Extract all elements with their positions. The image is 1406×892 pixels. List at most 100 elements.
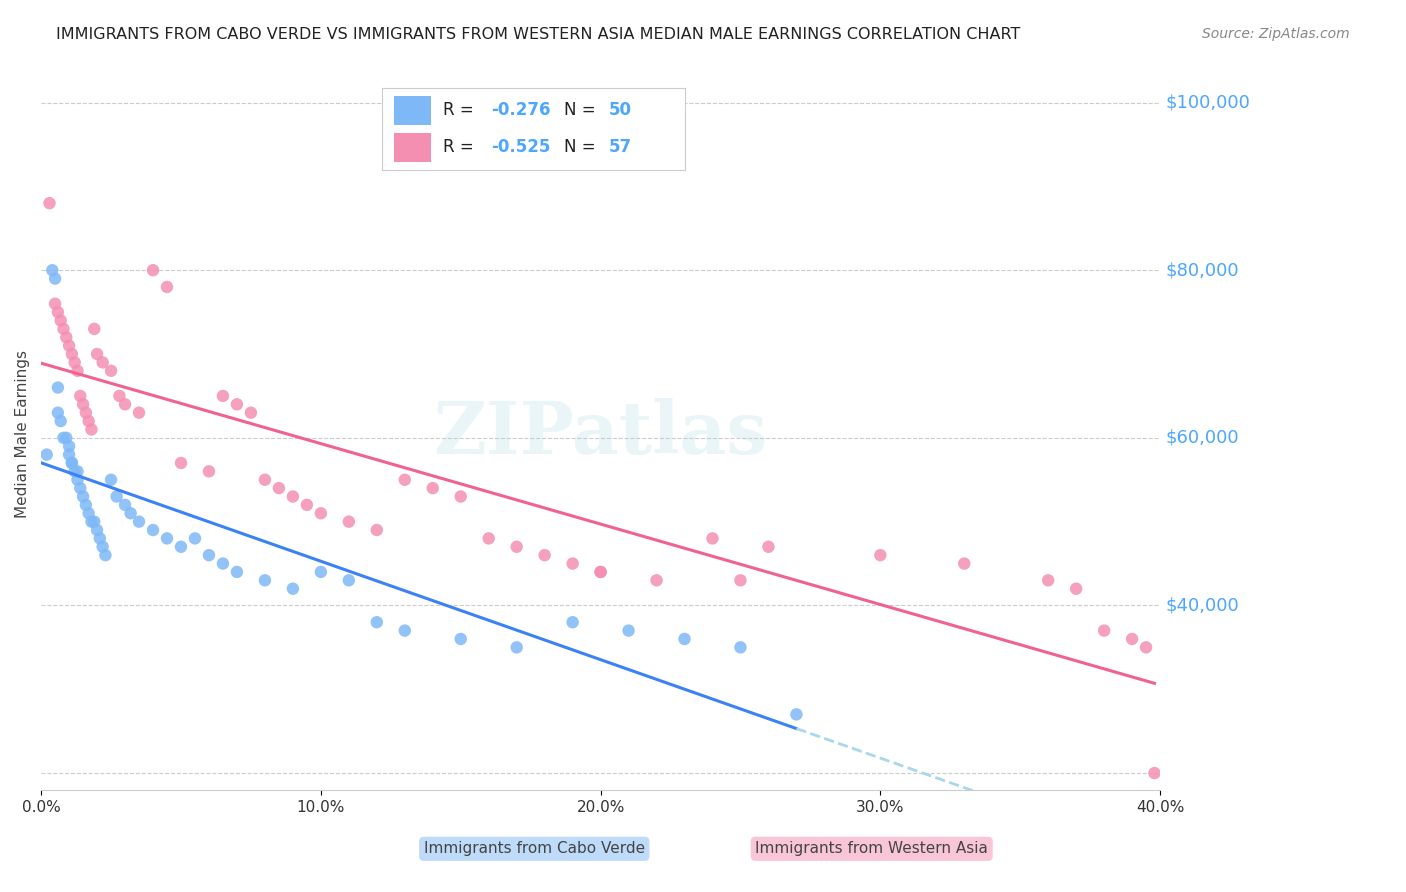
Point: [758, 540, 780, 554]
Point: [785, 707, 807, 722]
Point: [337, 574, 360, 588]
Point: [142, 523, 165, 537]
Point: [77, 506, 100, 520]
Point: [35, 448, 58, 462]
Point: [114, 397, 136, 411]
Point: [1092, 624, 1115, 638]
Point: [505, 640, 527, 655]
Point: [58, 448, 80, 462]
Point: [63, 355, 86, 369]
Point: [561, 557, 583, 571]
Point: [394, 624, 416, 638]
Point: [730, 574, 752, 588]
Point: [80, 422, 103, 436]
Point: [1135, 640, 1157, 655]
Point: [226, 565, 249, 579]
Point: [953, 557, 976, 571]
Point: [58, 439, 80, 453]
Point: [38, 196, 60, 211]
Text: IMMIGRANTS FROM CABO VERDE VS IMMIGRANTS FROM WESTERN ASIA MEDIAN MALE EARNINGS : IMMIGRANTS FROM CABO VERDE VS IMMIGRANTS…: [56, 27, 1021, 42]
Point: [46, 406, 69, 420]
Point: [142, 263, 165, 277]
Point: [156, 532, 179, 546]
Point: [83, 515, 105, 529]
Y-axis label: Median Male Earnings: Median Male Earnings: [15, 350, 30, 517]
Point: [505, 540, 527, 554]
Text: Source: ZipAtlas.com: Source: ZipAtlas.com: [1202, 27, 1350, 41]
Point: [94, 548, 117, 562]
Point: [100, 364, 122, 378]
Point: [75, 406, 97, 420]
Point: [589, 565, 612, 579]
Point: [673, 632, 696, 646]
Point: [91, 540, 114, 554]
Point: [58, 338, 80, 352]
Point: [1064, 582, 1087, 596]
Point: [72, 397, 94, 411]
Point: [869, 548, 891, 562]
Point: [114, 498, 136, 512]
Point: [394, 473, 416, 487]
Point: [60, 347, 83, 361]
Point: [80, 515, 103, 529]
Point: [63, 464, 86, 478]
Point: [1143, 766, 1166, 780]
Point: [77, 414, 100, 428]
Point: [337, 515, 360, 529]
Point: [46, 305, 69, 319]
Point: [86, 347, 108, 361]
Point: [617, 624, 640, 638]
Point: [422, 481, 444, 495]
Point: [267, 481, 290, 495]
Point: [128, 406, 150, 420]
Point: [309, 506, 332, 520]
Text: Immigrants from Western Asia: Immigrants from Western Asia: [755, 841, 988, 856]
Point: [156, 280, 179, 294]
Point: [52, 431, 75, 445]
Point: [49, 414, 72, 428]
Point: [60, 456, 83, 470]
Point: [309, 565, 332, 579]
Point: [41, 263, 63, 277]
Point: [170, 540, 193, 554]
Point: [69, 389, 91, 403]
Point: [128, 515, 150, 529]
Point: [60, 456, 83, 470]
Point: [55, 330, 77, 344]
Point: [450, 632, 472, 646]
Point: [239, 406, 262, 420]
Point: [212, 557, 235, 571]
Point: [184, 532, 207, 546]
Point: [589, 565, 612, 579]
Text: $80,000: $80,000: [1166, 261, 1239, 279]
Point: [253, 473, 276, 487]
Point: [226, 397, 249, 411]
Text: $100,000: $100,000: [1166, 94, 1250, 112]
Point: [46, 380, 69, 394]
Point: [105, 490, 128, 504]
Point: [44, 271, 66, 285]
Point: [49, 313, 72, 327]
Point: [75, 498, 97, 512]
Point: [730, 640, 752, 655]
Point: [366, 523, 388, 537]
Point: [478, 532, 501, 546]
Point: [89, 532, 111, 546]
Point: [66, 464, 89, 478]
Text: $40,000: $40,000: [1166, 597, 1240, 615]
Point: [198, 548, 221, 562]
Point: [86, 523, 108, 537]
Point: [83, 322, 105, 336]
Point: [533, 548, 555, 562]
Point: [295, 498, 318, 512]
Point: [66, 364, 89, 378]
Point: [281, 582, 304, 596]
Point: [281, 490, 304, 504]
Point: [1121, 632, 1143, 646]
Point: [170, 456, 193, 470]
Point: [561, 615, 583, 630]
Text: ZIPatlas: ZIPatlas: [433, 398, 768, 469]
Point: [66, 473, 89, 487]
Point: [100, 473, 122, 487]
Point: [72, 490, 94, 504]
